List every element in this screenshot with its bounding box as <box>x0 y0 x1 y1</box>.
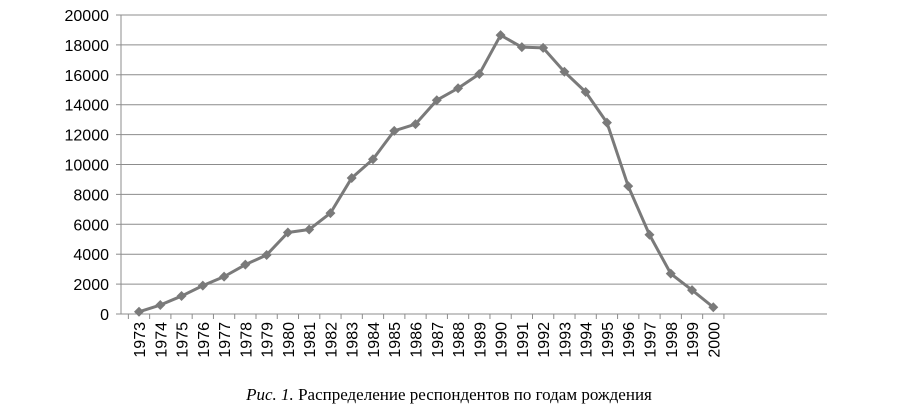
y-tick-label: 0 <box>100 307 109 324</box>
y-tick-label: 10000 <box>65 158 110 175</box>
x-tick-label: 1985 <box>387 322 404 358</box>
y-tick-label: 18000 <box>65 38 110 55</box>
x-tick-label: 1981 <box>302 322 319 358</box>
data-point-marker <box>367 154 378 165</box>
data-point-marker <box>623 181 634 192</box>
x-tick-label: 1983 <box>345 322 362 358</box>
data-point-marker <box>346 172 357 183</box>
figure-label: Рис. 1. <box>246 385 294 404</box>
data-point-marker <box>453 83 464 94</box>
figure-caption: Рис. 1. Распределение респондентов по го… <box>0 385 898 405</box>
x-tick-label: 1987 <box>430 322 447 358</box>
data-point-marker <box>665 268 676 279</box>
x-tick-label: 1986 <box>409 322 426 358</box>
x-tick-label: 1980 <box>281 322 298 358</box>
y-tick-label: 14000 <box>65 98 110 115</box>
data-point-marker <box>155 300 166 311</box>
x-tick-label: 1998 <box>664 322 681 358</box>
series-line <box>138 33 715 314</box>
y-tick-label: 20000 <box>65 8 110 25</box>
y-tick-label: 12000 <box>65 128 110 145</box>
x-tick-label: 1992 <box>536 322 553 358</box>
y-tick-label: 2000 <box>73 277 109 294</box>
y-tick-label: 8000 <box>73 187 109 204</box>
data-point-marker <box>559 66 570 77</box>
y-tick-label: 16000 <box>65 68 110 85</box>
x-tick-label: 1993 <box>557 322 574 358</box>
data-point-marker <box>176 291 187 302</box>
x-tick-label: 1997 <box>642 322 659 358</box>
data-point-marker <box>644 229 655 240</box>
x-axis-ticks: 1973 1974 1975 1976 1977 1978 1979 1980 1981 1982… <box>127 314 725 358</box>
data-point-marker <box>219 271 230 282</box>
x-tick-label: 1976 <box>196 322 213 358</box>
data-point-marker <box>495 30 506 41</box>
gridlines <box>121 14 827 285</box>
x-tick-label: 1991 <box>515 322 532 358</box>
data-point-marker <box>240 259 251 270</box>
data-point-marker <box>431 95 442 106</box>
x-tick-label: 1982 <box>323 322 340 358</box>
data-point-marker <box>261 249 272 260</box>
data-point-marker <box>516 42 527 53</box>
x-tick-label: 1974 <box>153 322 170 358</box>
x-tick-label: 1994 <box>579 322 596 358</box>
x-tick-label: 1990 <box>494 322 511 358</box>
x-tick-label: 1973 <box>132 322 149 358</box>
data-point-marker <box>580 86 591 97</box>
x-tick-label: 2000 <box>706 322 723 358</box>
data-point-marker <box>474 69 485 80</box>
data-point-marker <box>708 302 719 313</box>
x-tick-label: 1978 <box>238 322 255 358</box>
data-point-marker <box>325 208 336 219</box>
data-point-marker <box>601 117 612 128</box>
caption-text: Распределение респондентов по годам рожд… <box>293 385 652 404</box>
data-point-marker <box>410 119 421 130</box>
y-axis-ticks: 0 2000 4000 6000 8000 10000 12000 14000 16000 180… <box>65 8 121 324</box>
data-point-marker <box>687 285 698 296</box>
data-point-marker <box>197 280 208 291</box>
data-point-marker <box>134 306 144 317</box>
x-tick-label: 1996 <box>621 322 638 358</box>
data-point-marker <box>304 224 315 235</box>
x-tick-label: 1999 <box>685 322 702 358</box>
data-point-marker <box>538 42 549 53</box>
x-tick-label: 1977 <box>217 322 234 358</box>
series-layer <box>134 30 719 317</box>
x-tick-label: 1979 <box>260 322 277 358</box>
x-tick-label: 1975 <box>175 322 192 358</box>
data-point-marker <box>282 227 293 238</box>
x-tick-label: 1988 <box>451 322 468 358</box>
x-tick-label: 1995 <box>600 322 617 358</box>
y-tick-label: 4000 <box>73 247 109 264</box>
x-tick-label: 1984 <box>366 322 383 358</box>
data-point-marker <box>389 125 400 136</box>
x-tick-label: 1989 <box>472 322 489 358</box>
y-tick-label: 6000 <box>73 217 109 234</box>
